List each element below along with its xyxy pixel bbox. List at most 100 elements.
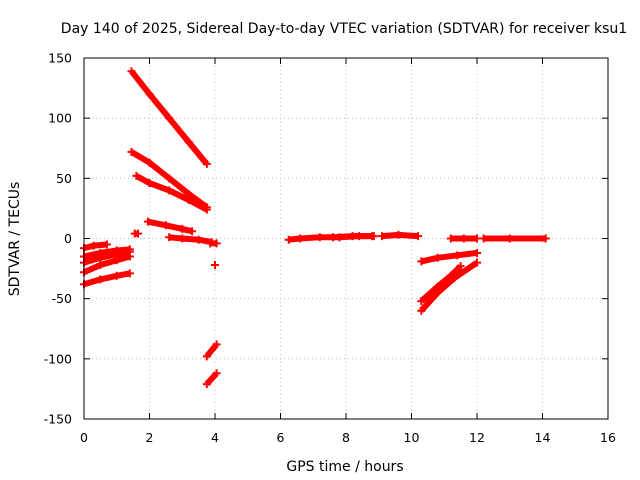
data-point [127, 67, 136, 76]
x-tick-label: 16 [600, 430, 616, 445]
series-arc-13 [211, 260, 219, 269]
data-point [433, 282, 442, 291]
series-line [204, 342, 219, 359]
plot-series [80, 67, 550, 389]
y-tick-label: 50 [56, 171, 72, 186]
series-arc-18 [378, 230, 423, 241]
data-point [202, 205, 211, 214]
data-point [284, 235, 293, 244]
data-point [202, 159, 211, 168]
chart-title: Day 140 of 2025, Sidereal Day-to-day VTE… [61, 21, 627, 37]
axis-ticks: 0 2 4 6 8 10 12 14 16 -150 -100 -50 0 50 100 150 [44, 51, 616, 446]
x-axis-label: GPS time / hours [286, 459, 403, 475]
data-point [315, 233, 324, 242]
data-point [446, 234, 455, 243]
data-point [127, 147, 136, 156]
y-tick-label: -50 [52, 291, 72, 306]
series-arc-9 [132, 171, 211, 214]
x-tick-label: 14 [535, 430, 551, 445]
data-point [112, 271, 121, 280]
x-tick-label: 6 [277, 430, 285, 445]
series-line [82, 253, 131, 275]
data-point [161, 221, 170, 230]
data-point [212, 369, 221, 378]
data-point [96, 253, 105, 262]
data-point [165, 174, 174, 183]
data-point [178, 234, 187, 243]
y-tick-label: -150 [44, 412, 72, 427]
data-point [453, 251, 462, 260]
series-arc-10 [143, 217, 197, 236]
data-point [417, 257, 426, 266]
data-point [194, 235, 203, 244]
data-point [165, 233, 174, 242]
data-point [112, 256, 121, 265]
series-line [83, 270, 131, 288]
y-axis-label: SDTVAR / TECUs [7, 182, 23, 297]
series-line [147, 218, 193, 235]
data-point [184, 195, 193, 204]
data-point [417, 306, 426, 315]
data-point [102, 240, 111, 249]
series-line [420, 249, 478, 265]
data-point [456, 262, 465, 271]
data-point [96, 260, 105, 269]
y-tick-label: -100 [44, 351, 72, 366]
series-arc-14 [202, 340, 221, 361]
data-point [145, 90, 154, 99]
data-point [433, 253, 442, 262]
data-point [212, 340, 221, 349]
data-point [473, 248, 481, 257]
data-point [165, 186, 174, 195]
data-point [184, 138, 193, 147]
y-tick-label: 150 [48, 51, 72, 66]
series-arc-12 [206, 239, 221, 248]
data-point [202, 352, 211, 361]
data-point [89, 241, 98, 250]
series-arc-15 [202, 369, 221, 389]
series-arc-7 [127, 67, 211, 168]
x-tick-label: 2 [146, 430, 154, 445]
series-arc-23 [479, 234, 550, 243]
data-point [125, 269, 134, 278]
x-tick-label: 12 [469, 430, 485, 445]
data-point [446, 271, 455, 280]
data-point [414, 232, 423, 241]
data-point [125, 252, 134, 261]
x-tick-label: 8 [342, 430, 350, 445]
data-point [394, 230, 403, 239]
y-tick-label: 0 [64, 231, 72, 246]
data-point [479, 234, 488, 243]
data-point [134, 229, 143, 238]
series-line [83, 248, 131, 266]
series-arc-19 [417, 248, 481, 266]
data-point [212, 239, 221, 248]
data-point [188, 227, 197, 236]
data-point [541, 234, 550, 243]
x-tick-label: 10 [404, 430, 420, 445]
data-point [143, 217, 152, 226]
data-point [202, 380, 211, 389]
y-tick-label: 100 [48, 111, 72, 126]
data-point [348, 232, 357, 241]
series-arc-22 [446, 234, 481, 243]
series-arc-21 [417, 262, 465, 306]
data-point [145, 158, 154, 167]
data-point [369, 232, 378, 241]
data-point [328, 233, 337, 242]
data-point [145, 179, 154, 188]
data-point [296, 234, 305, 243]
data-point [96, 275, 105, 284]
x-tick-label: 0 [80, 430, 88, 445]
series-line [168, 234, 213, 246]
data-point [459, 234, 468, 243]
data-point [211, 260, 219, 269]
series-line [204, 371, 219, 387]
data-point [165, 114, 174, 123]
series-line [419, 264, 463, 304]
data-point [417, 297, 426, 306]
data-point [473, 258, 481, 267]
series-arc-20 [417, 258, 481, 315]
data-point [505, 234, 514, 243]
